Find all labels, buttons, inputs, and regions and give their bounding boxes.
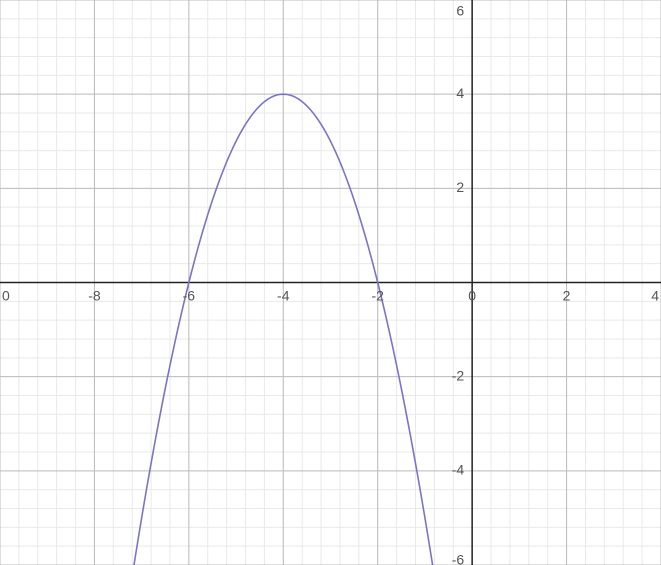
x-tick-label: -6 bbox=[183, 288, 196, 304]
y-tick-label: -2 bbox=[452, 367, 465, 383]
x-tick-label: -4 bbox=[277, 288, 290, 304]
parabola-chart: 0 -8 -6 -4 -2 0 2 4 -6 -4 -2 2 4 6 bbox=[0, 0, 661, 565]
x-tick-label: -8 bbox=[88, 288, 101, 304]
y-tick-label: 2 bbox=[456, 179, 464, 195]
y-tick-label: 6 bbox=[456, 3, 464, 19]
x-tick-label: 0 bbox=[2, 288, 10, 304]
y-tick-label: -4 bbox=[452, 462, 465, 478]
y-tick-label: -6 bbox=[452, 552, 465, 565]
y-tick-label: 4 bbox=[456, 85, 464, 101]
x-tick-label: 2 bbox=[563, 288, 571, 304]
x-tick-label: 0 bbox=[468, 288, 476, 304]
x-tick-label: 4 bbox=[651, 288, 659, 304]
x-tick-label: -2 bbox=[371, 288, 384, 304]
